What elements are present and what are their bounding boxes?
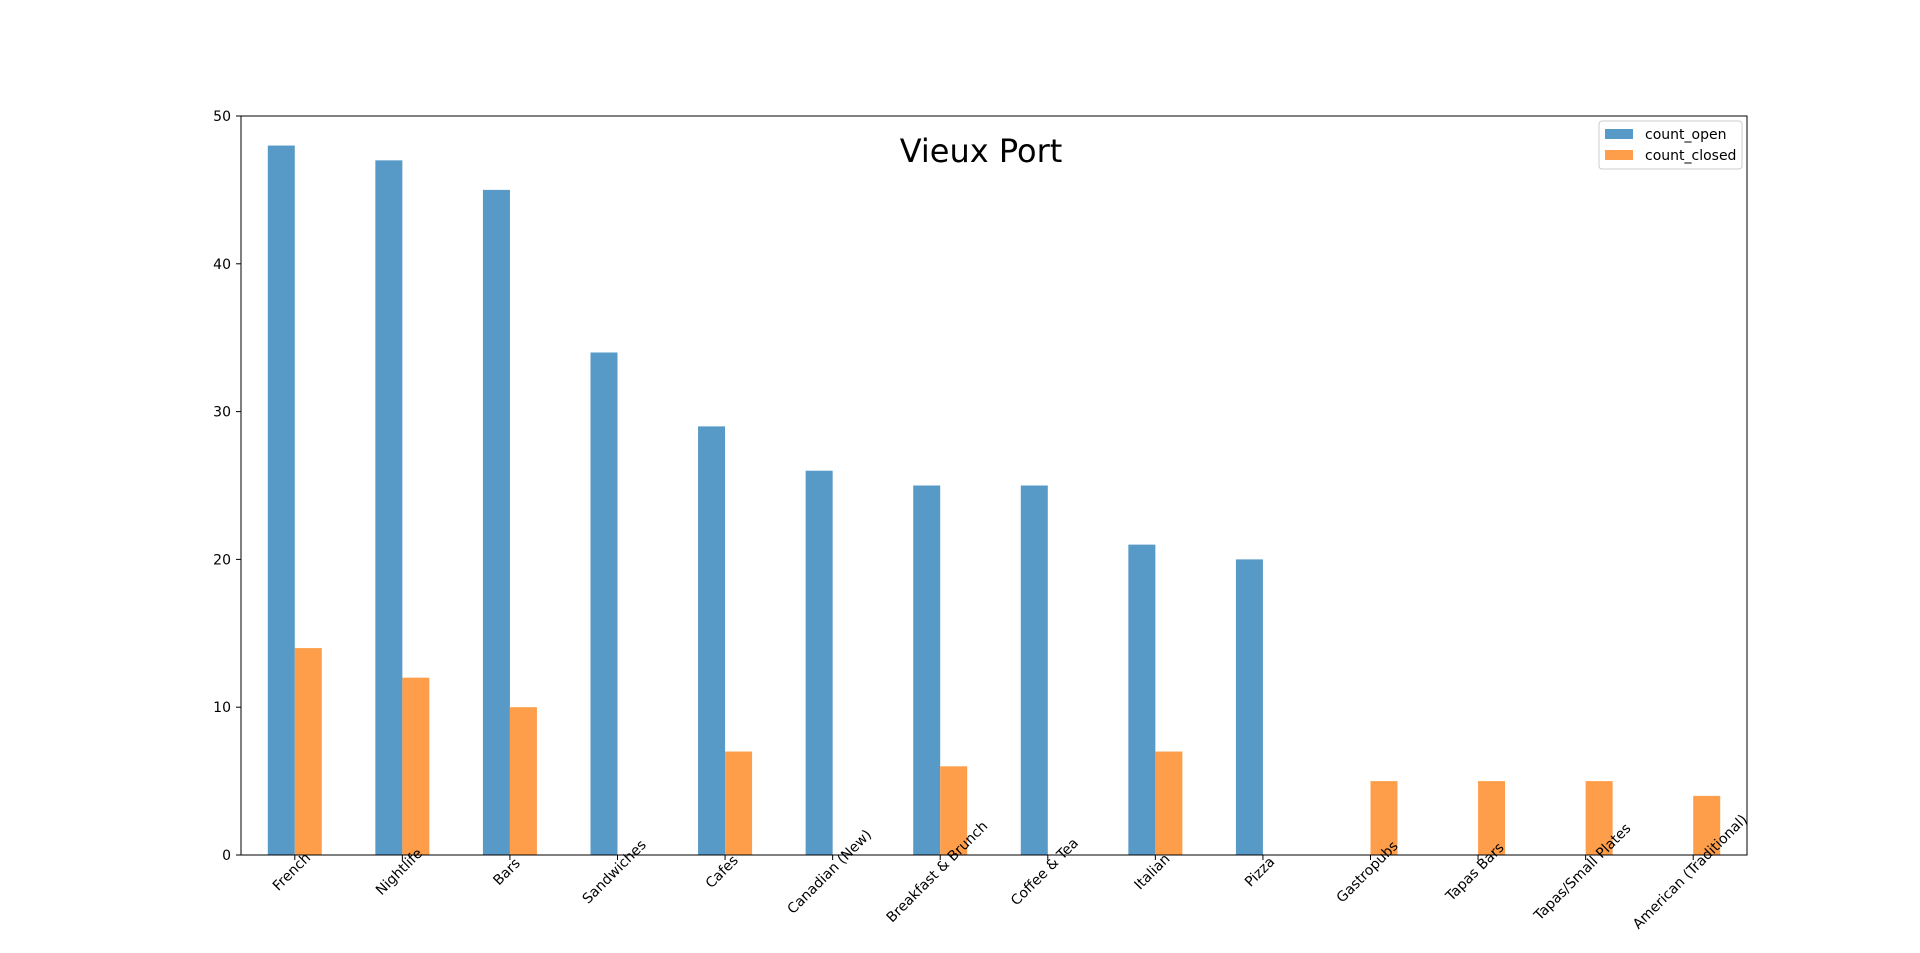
bar-count_closed-2: [509, 707, 537, 855]
x-tick-label-0: French: [270, 850, 314, 894]
x-tick-label-2: Bars: [490, 855, 523, 888]
bar-count_closed-10: [1370, 781, 1398, 855]
plot-frame: [240, 115, 1748, 856]
y-tick-label-5: 50: [213, 109, 231, 125]
bar-count_closed-12: [1585, 781, 1613, 855]
bar-count_closed-6: [940, 766, 968, 855]
bar-count_open-7: [1020, 485, 1048, 855]
legend-swatch-count_closed: [1605, 150, 1633, 160]
chart-title: Vieux Port: [900, 132, 1063, 170]
bar-count_closed-1: [402, 677, 430, 855]
legend-label-count_closed: count_closed: [1645, 148, 1736, 164]
y-tick-label-1: 10: [213, 700, 231, 716]
legend-label-count_open: count_open: [1645, 127, 1726, 143]
x-tick-label-9: Pizza: [1242, 854, 1278, 890]
x-tick-label-4: Cafes: [703, 853, 742, 892]
plot-background: [241, 116, 1747, 855]
legend-swatch-count_open: [1605, 129, 1633, 139]
legend: count_open count_closed: [1598, 120, 1743, 170]
bars-layer: [267, 145, 1721, 856]
y-tick-label-2: 20: [213, 552, 231, 568]
bar-count_open-2: [482, 189, 510, 855]
bar-count_open-1: [375, 160, 403, 856]
y-tick-label-0: 0: [222, 848, 231, 864]
bar-count_open-6: [913, 485, 941, 855]
bar-count_open-5: [805, 470, 833, 855]
x-tick-label-8: Italian: [1132, 851, 1174, 893]
bar-count_closed-8: [1155, 751, 1183, 855]
bar-count_open-8: [1128, 544, 1156, 855]
y-tick-label-4: 40: [213, 257, 231, 273]
bar-count_closed-4: [725, 751, 753, 855]
bar-count_open-3: [590, 352, 618, 855]
bar-count_closed-11: [1478, 781, 1506, 855]
y-tick-label-3: 30: [213, 405, 231, 421]
bar-count_closed-0: [294, 648, 322, 855]
legend-box: [1598, 120, 1743, 170]
bar-count_open-4: [698, 426, 726, 855]
bar-count_closed-13: [1693, 795, 1721, 855]
bar-count_open-9: [1235, 559, 1263, 855]
bar-count_open-0: [267, 145, 295, 855]
